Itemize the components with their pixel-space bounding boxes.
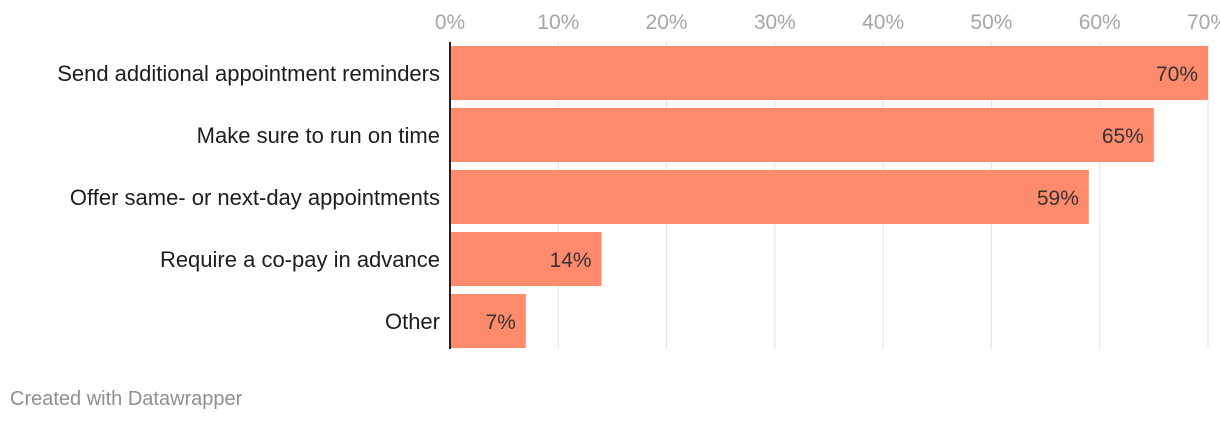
category-label: Other [385,309,440,334]
x-tick-label: 10% [537,11,579,34]
value-label: 70% [1156,63,1198,86]
x-tick-label: 50% [970,11,1012,34]
x-tick-label: 20% [646,11,688,34]
value-label: 7% [485,311,515,334]
value-label: 14% [550,249,592,272]
footer-credit[interactable]: Created with Datawrapper [10,388,243,410]
bar[interactable] [450,108,1154,162]
x-tick-label: 40% [862,11,904,34]
x-tick-label: 0% [435,11,465,34]
value-label: 59% [1037,187,1079,210]
bar[interactable] [450,232,602,286]
x-tick-label: 60% [1079,11,1121,34]
x-tick-label: 30% [754,11,796,34]
category-label: Send additional appointment reminders [57,61,440,86]
bar[interactable] [450,46,1208,100]
x-tick-label: 70% [1187,11,1220,34]
category-label: Make sure to run on time [197,123,440,148]
value-label: 65% [1102,125,1144,148]
bar[interactable] [450,294,526,348]
bar-chart: 0% 10% 20% 30% 40% 50% 60% 70% Send additional a… [57,11,1220,349]
category-label: Offer same- or next-day appointments [70,185,440,210]
bar[interactable] [450,170,1089,224]
category-label: Require a co-pay in advance [160,247,440,272]
